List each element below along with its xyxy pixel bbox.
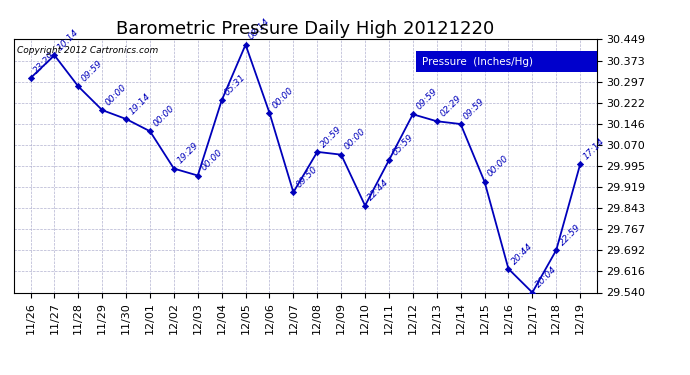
Text: 20:59: 20:59: [319, 124, 344, 149]
Text: 00:00: 00:00: [486, 154, 511, 179]
Text: 00:00: 00:00: [151, 104, 176, 129]
Text: 09:50: 09:50: [295, 165, 319, 189]
Text: 05:59: 05:59: [391, 133, 415, 158]
Text: 00:00: 00:00: [199, 148, 224, 173]
Text: 09:59: 09:59: [414, 87, 439, 111]
Text: 10:14: 10:14: [56, 28, 81, 53]
Text: 20:44: 20:44: [510, 241, 535, 266]
Text: 22:59: 22:59: [558, 223, 582, 248]
Text: 00:00: 00:00: [342, 127, 367, 152]
Text: 22:44: 22:44: [366, 178, 391, 203]
Text: 00:00: 00:00: [104, 82, 128, 107]
Text: 23:29: 23:29: [32, 51, 57, 75]
Text: 19:14: 19:14: [128, 92, 152, 116]
Text: 09:59: 09:59: [80, 59, 104, 84]
FancyBboxPatch shape: [416, 51, 597, 72]
Text: 08:14: 08:14: [247, 17, 272, 42]
Text: 19:29: 19:29: [175, 141, 200, 166]
Text: 20:04: 20:04: [534, 265, 558, 290]
Text: Pressure  (Inches/Hg): Pressure (Inches/Hg): [422, 57, 533, 66]
Text: 09:59: 09:59: [462, 96, 486, 121]
Text: 05:31: 05:31: [223, 73, 248, 98]
Text: Copyright 2012 Cartronics.com: Copyright 2012 Cartronics.com: [17, 46, 158, 55]
Title: Barometric Pressure Daily High 20121220: Barometric Pressure Daily High 20121220: [116, 20, 495, 38]
Text: 17:14: 17:14: [582, 137, 607, 162]
Text: 00:00: 00:00: [271, 86, 295, 110]
Text: 02:29: 02:29: [438, 94, 463, 118]
